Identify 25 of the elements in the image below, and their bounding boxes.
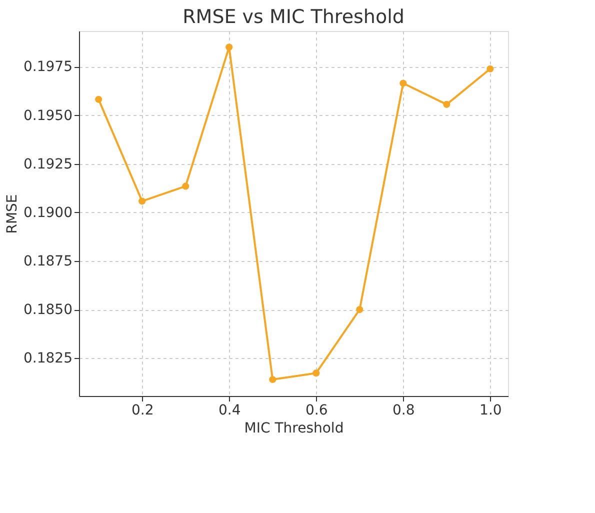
y-tick-label: 0.1900 bbox=[24, 204, 72, 221]
x-axis-title: MIC Threshold bbox=[244, 420, 344, 436]
chart-title: RMSE vs MIC Threshold bbox=[182, 6, 404, 28]
point bbox=[400, 80, 407, 87]
point bbox=[269, 376, 276, 384]
point bbox=[486, 65, 494, 72]
x-tick-label: 1.0 bbox=[480, 402, 502, 418]
x-tick-label: 0.6 bbox=[305, 402, 328, 418]
point bbox=[95, 96, 102, 103]
y-tick-label: 0.1950 bbox=[24, 108, 72, 124]
y-tick-label: 0.1825 bbox=[24, 350, 72, 367]
y-tick-label: 0.1975 bbox=[24, 59, 72, 76]
y-axis-title: RMSE bbox=[4, 194, 21, 234]
point bbox=[138, 198, 146, 205]
point bbox=[312, 370, 320, 377]
point bbox=[182, 182, 190, 190]
point bbox=[356, 306, 364, 314]
x-tick-label: 0.4 bbox=[218, 402, 241, 418]
y-tick-label: 0.1850 bbox=[24, 302, 72, 318]
y-tick-label: 0.1925 bbox=[24, 156, 72, 172]
point bbox=[443, 100, 450, 108]
y-tick-label: 0.1875 bbox=[24, 253, 72, 270]
x-tick-label: 0.2 bbox=[131, 402, 154, 418]
point bbox=[226, 44, 233, 51]
x-tick-label: 0.8 bbox=[392, 402, 415, 418]
